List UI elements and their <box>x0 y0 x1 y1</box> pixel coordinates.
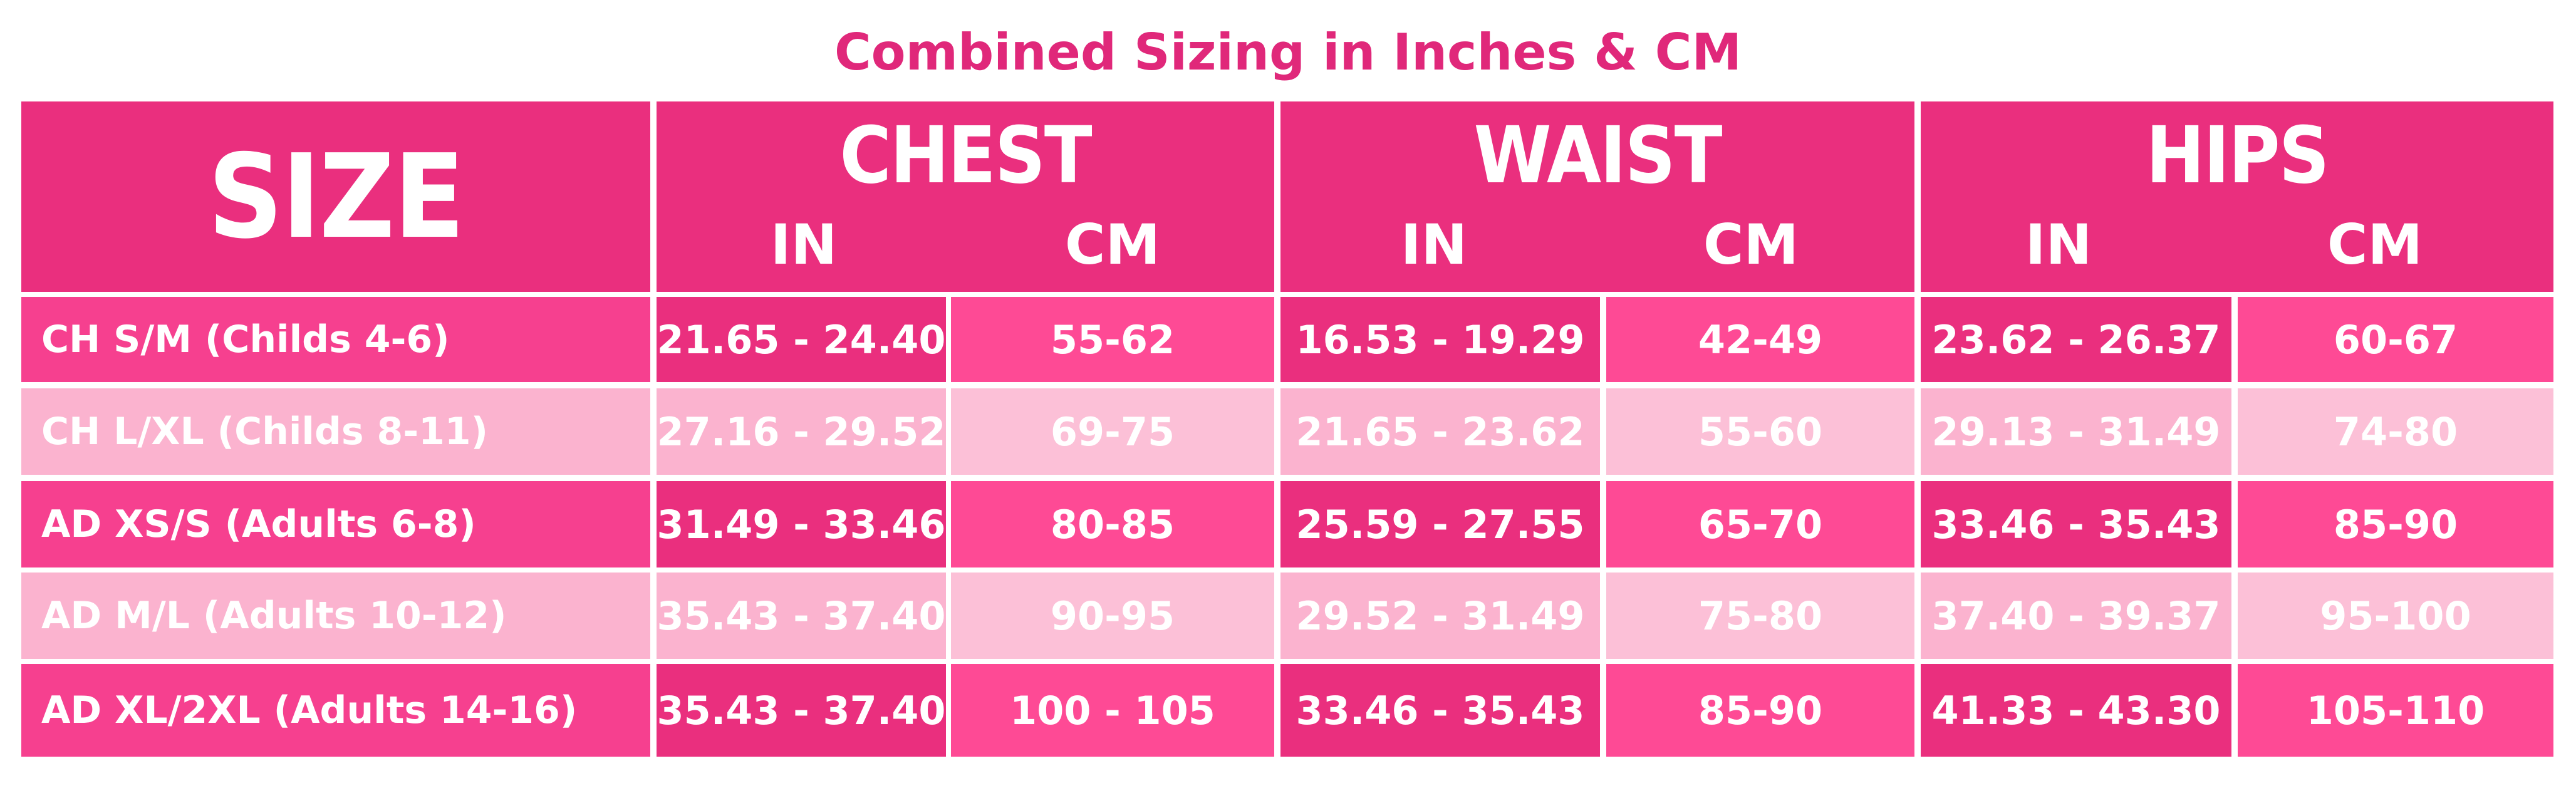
table-cell: 55-60 <box>1606 388 1914 475</box>
chest-header: CHEST <box>839 110 1092 201</box>
hips-header: HIPS <box>2146 110 2329 201</box>
table-cell: 75-80 <box>1606 573 1914 659</box>
chest-cm-header: CM <box>1064 212 1161 277</box>
chest-header-block <box>657 101 1274 292</box>
table-cell: 85-90 <box>2238 481 2553 567</box>
waist-header-block <box>1280 101 1914 292</box>
hips-cm-header: CM <box>2327 212 2423 277</box>
chest-in-header: IN <box>770 212 838 277</box>
table-cell: 29.52 - 31.49 <box>1280 573 1600 659</box>
table-cell: 35.43 - 37.40 <box>657 664 946 757</box>
table-cell: 80-85 <box>951 481 1274 567</box>
table-cell: 65-70 <box>1606 481 1914 567</box>
table-cell: 90-95 <box>951 573 1274 659</box>
table-row-label: CH S/M (Childs 4-6) <box>21 297 650 382</box>
table-cell: 33.46 - 35.43 <box>1921 481 2231 567</box>
hips-header-block <box>1921 101 2553 292</box>
table-cell: 74-80 <box>2238 388 2553 475</box>
table-cell: 23.62 - 26.37 <box>1921 297 2231 382</box>
table-cell: 31.49 - 33.46 <box>657 481 946 567</box>
table-cell: 25.59 - 27.55 <box>1280 481 1600 567</box>
table-cell: 100 - 105 <box>951 664 1274 757</box>
table-cell: 29.13 - 31.49 <box>1921 388 2231 475</box>
table-cell: 21.65 - 24.40 <box>657 297 946 382</box>
table-cell: 33.46 - 35.43 <box>1280 664 1600 757</box>
table-cell: 27.16 - 29.52 <box>657 388 946 475</box>
table-cell: 16.53 - 19.29 <box>1280 297 1600 382</box>
table-cell: 42-49 <box>1606 297 1914 382</box>
table-cell: 21.65 - 23.62 <box>1280 388 1600 475</box>
table-cell: 60-67 <box>2238 297 2553 382</box>
table-cell: 85-90 <box>1606 664 1914 757</box>
waist-header: WAIST <box>1473 110 1722 201</box>
table-row-label: AD M/L (Adults 10-12) <box>21 573 650 659</box>
table-cell: 95-100 <box>2238 573 2553 659</box>
table-cell: 55-62 <box>951 297 1274 382</box>
waist-in-header: IN <box>1400 212 1468 277</box>
waist-cm-header: CM <box>1703 212 1799 277</box>
table-cell: 35.43 - 37.40 <box>657 573 946 659</box>
table-cell: 69-75 <box>951 388 1274 475</box>
table-row-label: AD XL/2XL (Adults 14-16) <box>21 664 650 757</box>
size-header: SIZE <box>21 101 650 292</box>
table-cell: 37.40 - 39.37 <box>1921 573 2231 659</box>
table-cell: 41.33 - 43.30 <box>1921 664 2231 757</box>
hips-in-header: IN <box>2025 212 2092 277</box>
table-row-label: CH L/XL (Childs 8-11) <box>21 388 650 475</box>
table-cell: 105-110 <box>2238 664 2553 757</box>
table-row-label: AD XS/S (Adults 6-8) <box>21 481 650 567</box>
page-title: Combined Sizing in Inches & CM <box>834 23 1742 81</box>
